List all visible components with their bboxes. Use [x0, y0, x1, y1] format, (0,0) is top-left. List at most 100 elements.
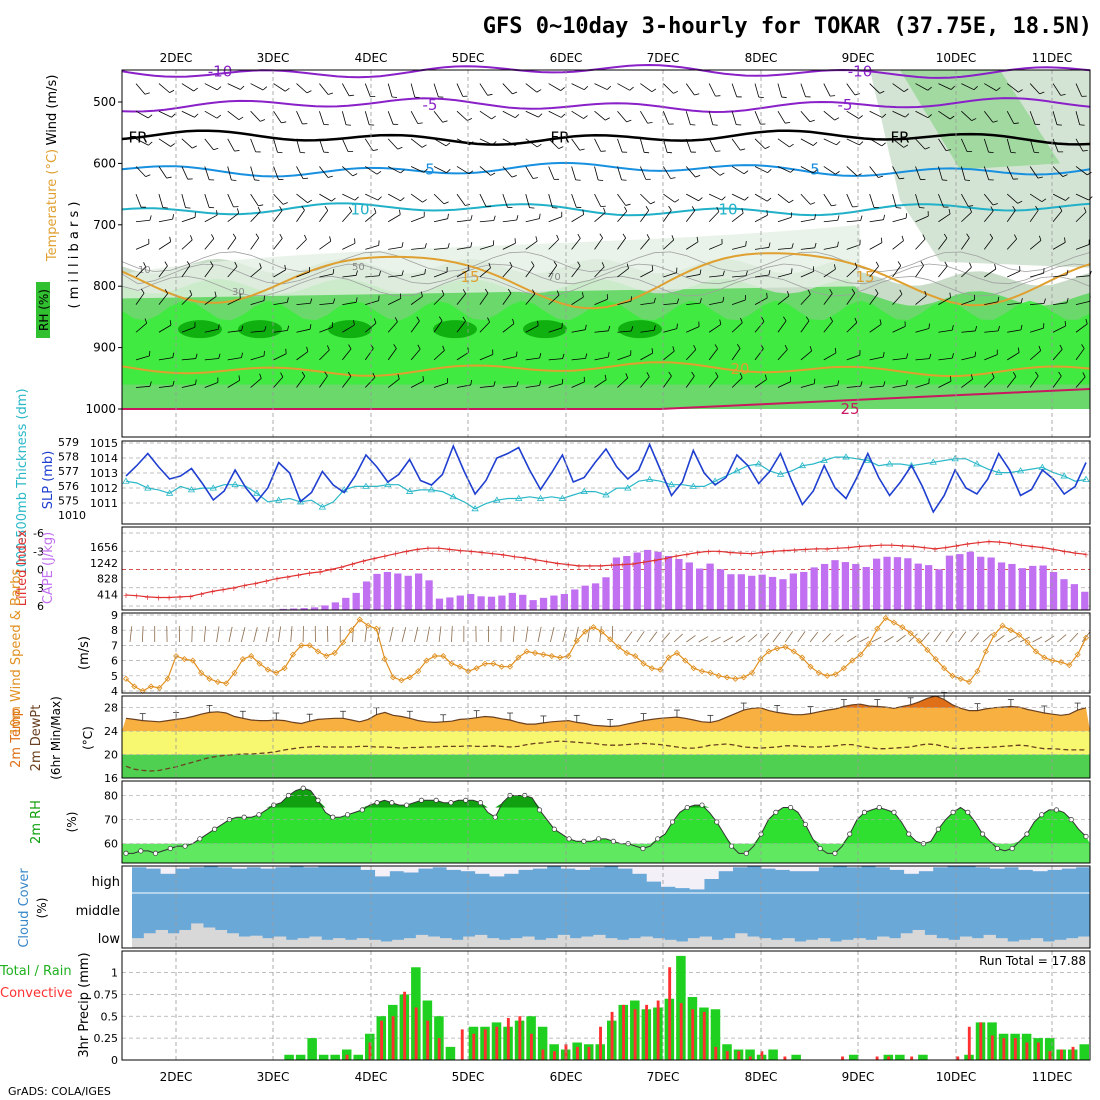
cape-bar	[789, 573, 797, 610]
wind-barb-flag	[535, 236, 538, 242]
wind-barb-10m	[129, 626, 133, 643]
wind-barb	[571, 265, 581, 278]
cloud-low-bar	[983, 934, 996, 948]
wind-barb	[640, 111, 648, 124]
isotherm-label: -5	[423, 96, 438, 114]
wind-barb-flag	[259, 373, 262, 379]
wind-barb	[1029, 350, 1041, 361]
wind-barb-10m	[686, 635, 696, 643]
cloud-low-bar	[321, 939, 334, 948]
wind-barb	[158, 83, 170, 93]
wind-barb-10m	[413, 626, 419, 643]
wind-barb-flag	[192, 145, 197, 149]
wind-speed-point	[331, 649, 338, 657]
wind-barb	[731, 83, 738, 97]
wind-barb-flag	[147, 114, 153, 119]
wind-barb-flag	[577, 261, 581, 267]
date-label-bottom: 9DEC	[842, 1070, 875, 1084]
cloud-level-label: low	[98, 932, 121, 947]
wind-barb	[502, 110, 516, 119]
wind-speed-point	[214, 678, 221, 685]
wind-barb-flag	[741, 208, 744, 214]
wind-barb-flag	[969, 207, 972, 213]
li-point: +	[996, 538, 1003, 547]
wind-barb	[204, 328, 219, 333]
wind-barb-flag	[881, 142, 886, 147]
precip-conv-bar	[552, 1051, 556, 1060]
wind-barb	[915, 110, 929, 119]
cloud-high-gap	[975, 866, 991, 868]
wind-speed-point	[231, 669, 238, 676]
rh-point	[906, 831, 912, 837]
wind-barb-flag	[1013, 122, 1019, 124]
wind-barb	[571, 166, 577, 180]
wind-barb	[273, 110, 282, 124]
thickness-point	[449, 492, 457, 500]
wind-barb	[525, 385, 540, 388]
wind-barb-flag	[195, 379, 197, 385]
wind-barb-flag	[532, 289, 536, 295]
wind-barb-flag	[1066, 269, 1069, 275]
wind-barb-flag	[332, 298, 336, 304]
wind-barb	[892, 326, 906, 333]
rh-point	[581, 838, 587, 844]
wind-barb	[273, 83, 286, 92]
wind-barb-flag	[951, 325, 954, 331]
wind-barb-flag	[553, 261, 558, 266]
wind-barb	[1006, 111, 1015, 124]
cloud-high-gap	[1018, 866, 1034, 870]
wind-barb	[594, 110, 606, 121]
cape-bar	[1039, 565, 1047, 610]
wind-barb-flag	[143, 262, 147, 268]
cape-bar	[425, 580, 433, 610]
wind-barb-flag	[465, 203, 471, 206]
cloud-high-gap	[789, 866, 805, 872]
cloud-low-bar	[616, 939, 630, 948]
rh-point	[935, 826, 941, 832]
wind-barb	[960, 166, 966, 181]
precip-conv-bar	[1025, 1042, 1029, 1060]
temp-band-green	[122, 754, 1090, 778]
wind-barb	[479, 267, 491, 278]
wind-barb-flag	[1041, 198, 1047, 203]
wind-barb-flag	[577, 233, 581, 239]
wind-barb	[983, 138, 989, 153]
wind-barb	[1052, 111, 1058, 125]
wind-barb	[410, 193, 423, 203]
wind-barb	[158, 357, 173, 361]
wind-barb	[686, 193, 699, 202]
wind-barb-flag	[394, 317, 398, 322]
wind-barb-10m	[277, 626, 282, 643]
wind-barb	[296, 351, 309, 361]
cloud-low-bar	[309, 936, 322, 948]
rh-point	[1039, 812, 1045, 818]
wind-barb	[915, 358, 930, 361]
wind-barb	[1052, 138, 1059, 153]
wind-barb-10m	[438, 626, 442, 643]
li-point: +	[187, 592, 194, 601]
li-tick-label: 3	[37, 582, 44, 595]
wind-barb	[708, 111, 714, 125]
li-point: +	[198, 590, 205, 599]
wind-barb-flag	[691, 206, 696, 211]
wind-barb-flag	[674, 199, 680, 203]
wind-barb	[410, 348, 421, 361]
wind-barb	[1052, 83, 1061, 96]
thickness-point	[275, 496, 283, 503]
cloud-axis-label: Cloud Cover	[17, 868, 32, 948]
wind-barb-flag	[851, 288, 856, 294]
cloud-low-bar	[214, 929, 228, 948]
cloud-low-bar	[593, 934, 606, 948]
rh-point	[817, 845, 823, 852]
wind-barb-flag	[968, 205, 974, 207]
wind-barb	[479, 193, 487, 207]
li-point: +	[533, 556, 540, 565]
wind-barb	[227, 166, 232, 181]
panel-frame-wind	[121, 612, 1091, 694]
wind-barb	[640, 166, 647, 180]
date-label-top: 2DEC	[160, 51, 193, 65]
rh-point	[714, 819, 720, 825]
wind-speed-point	[415, 668, 422, 675]
wind-barb-flag	[462, 316, 466, 322]
wind-barb	[456, 384, 471, 388]
